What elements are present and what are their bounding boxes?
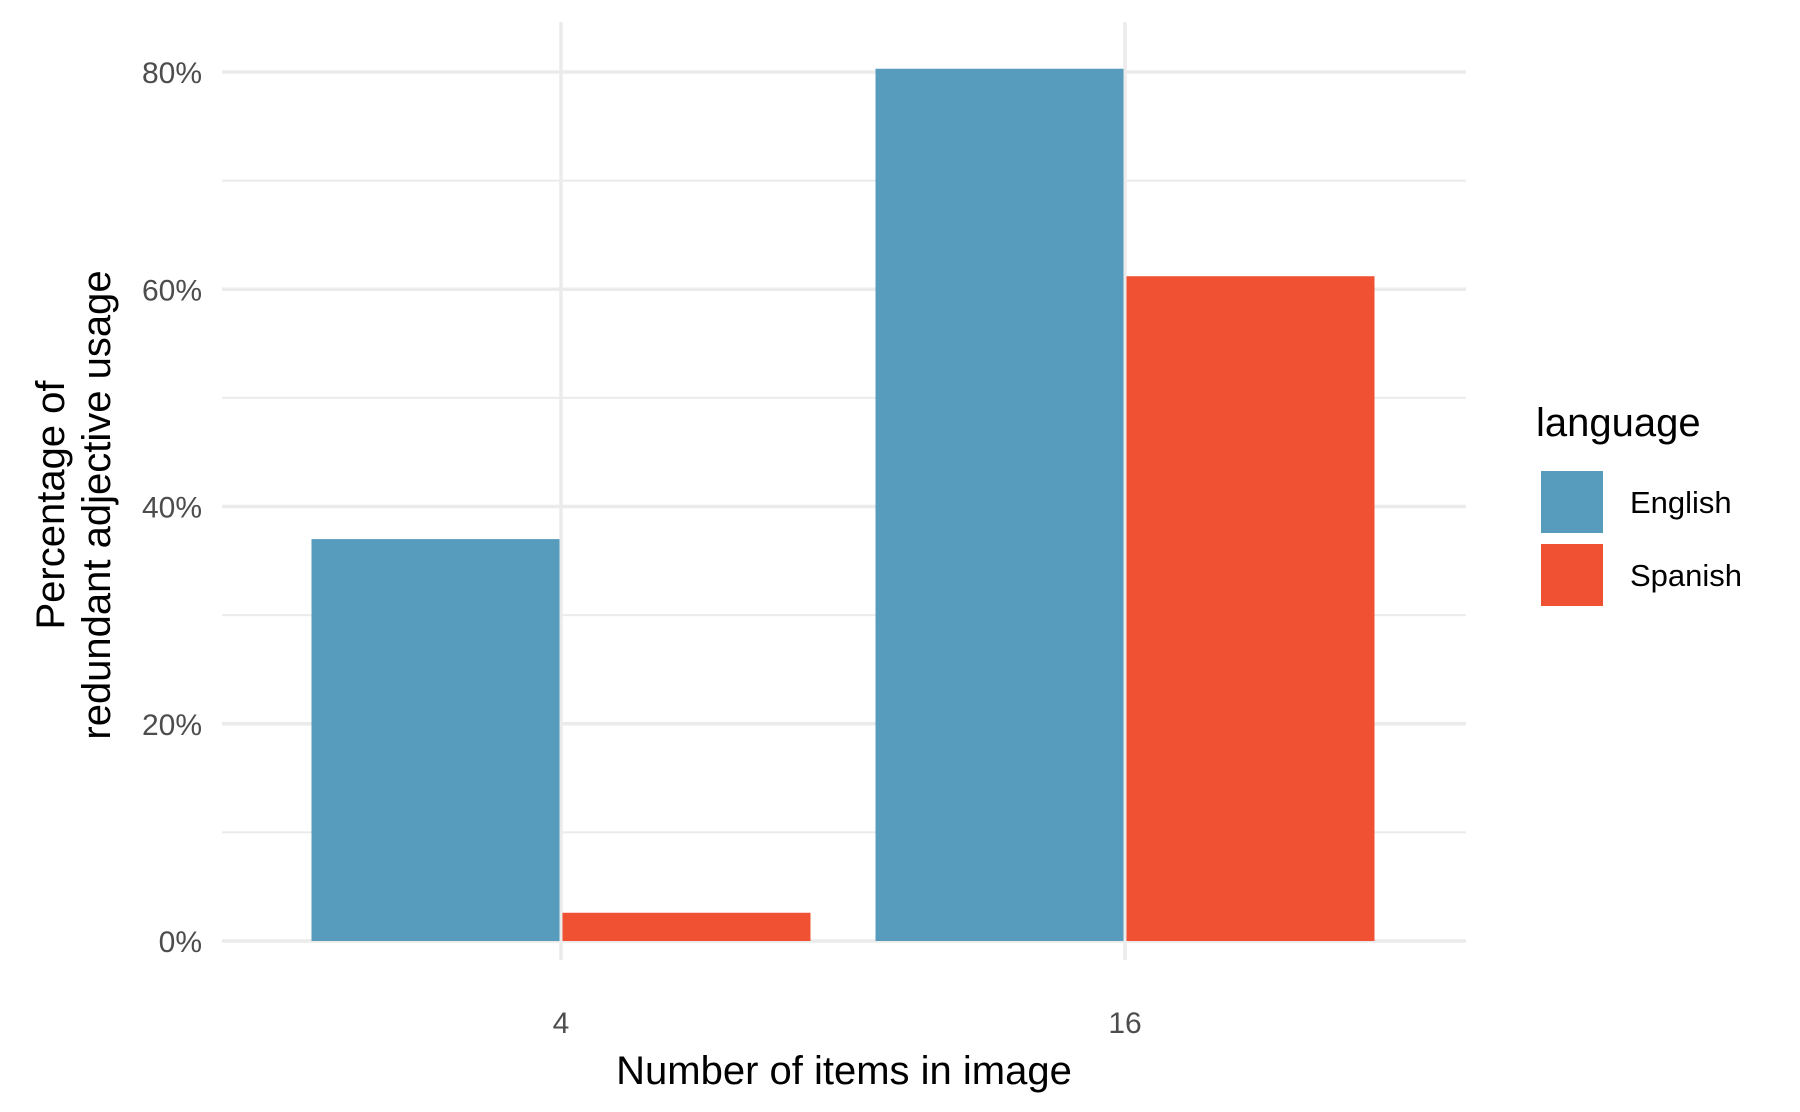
legend-items: English Spanish bbox=[1541, 471, 1742, 606]
y-tick-label: 80% bbox=[142, 57, 202, 90]
legend-swatch-english bbox=[1541, 471, 1603, 533]
y-axis-title-line-2: redundant adjective usage bbox=[75, 270, 119, 739]
bar-spanish-16 bbox=[1126, 276, 1375, 942]
y-tick-label: 40% bbox=[142, 492, 202, 525]
y-axis-title-line-1: Percentage of bbox=[29, 380, 73, 630]
bar-english-4 bbox=[311, 539, 560, 941]
legend-label-spanish: Spanish bbox=[1630, 558, 1742, 593]
tick-labels: 0% 20% 40% 60% 80% 4 16 bbox=[142, 57, 1142, 1040]
bar-english-16 bbox=[875, 68, 1124, 941]
x-axis-title: Number of items in image bbox=[616, 1049, 1072, 1093]
legend-swatch-spanish bbox=[1541, 544, 1603, 606]
y-tick-label: 20% bbox=[142, 709, 202, 742]
legend-label-english: English bbox=[1630, 485, 1732, 520]
legend-title: language bbox=[1536, 401, 1701, 445]
bar-spanish-4 bbox=[562, 912, 811, 941]
bars bbox=[311, 68, 1375, 942]
y-tick-label: 60% bbox=[142, 274, 202, 307]
x-tick-label: 16 bbox=[1108, 1007, 1141, 1040]
x-tick-label: 4 bbox=[553, 1007, 570, 1040]
y-axis-title: Percentage of redundant adjective usage bbox=[29, 270, 119, 739]
legend: language English Spanish bbox=[1536, 401, 1742, 606]
y-tick-label: 0% bbox=[159, 926, 202, 959]
